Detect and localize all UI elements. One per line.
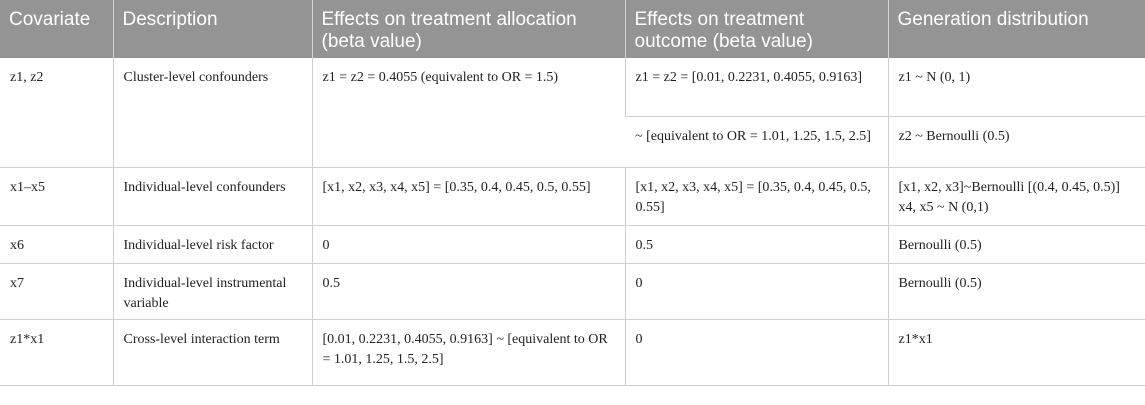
header-outcome-effects: Effects on treatment outcome (beta value…: [624, 0, 888, 58]
cell-distribution: z2 ~ Bernoulli (0.5): [887, 115, 1145, 167]
cell-distribution: z1 ~ N (0, 1): [887, 58, 1145, 116]
header-generation-distribution: Generation distribution: [887, 0, 1145, 58]
cell-covariate: z1*x1: [0, 318, 113, 386]
cell-distribution: Bernoulli (0.5): [887, 262, 1145, 319]
cell-covariate: x7: [0, 262, 113, 319]
cell-description: Individual-level instrumental variable: [112, 262, 312, 319]
table-row: z1, z2 Cluster-level confounders z1 = z2…: [0, 58, 1145, 167]
cell-allocation: [x1, x2, x3, x4, x5] = [0.35, 0.4, 0.45,…: [311, 166, 625, 225]
cell-outcome: 0: [624, 318, 888, 386]
table-body: z1, z2 Cluster-level confounders z1 = z2…: [0, 58, 1145, 386]
table-row: x1–x5 Individual-level confounders [x1, …: [0, 166, 1145, 225]
header-allocation-effects: Effects on treatment allocation (beta va…: [311, 0, 625, 58]
cell-distribution: Bernoulli (0.5): [887, 224, 1145, 263]
cell-description: Cluster-level confounders: [112, 58, 312, 167]
table-row: ~ [equivalent to OR = 1.01, 1.25, 1.5, 2…: [0, 115, 1145, 167]
covariates-table: Covariate Description Effects on treatme…: [0, 0, 1145, 386]
table-header: Covariate Description Effects on treatme…: [0, 0, 1145, 58]
header-description: Description: [112, 0, 312, 58]
cell-allocation: 0: [311, 224, 625, 263]
cell-allocation: [0.01, 0.2231, 0.4055, 0.9163] ~ [equiva…: [311, 318, 625, 386]
header-covariate: Covariate: [0, 0, 113, 58]
cell-outcome: ~ [equivalent to OR = 1.01, 1.25, 1.5, 2…: [625, 115, 888, 167]
cell-covariate: x1–x5: [0, 166, 113, 225]
cell-allocation: z1 = z2 = 0.4055 (equivalent to OR = 1.5…: [311, 58, 625, 167]
header-row: Covariate Description Effects on treatme…: [0, 0, 1145, 58]
table-row: z1*x1 Cross-level interaction term [0.01…: [0, 318, 1145, 386]
cell-outcome: 0: [624, 262, 888, 319]
cell-description: Individual-level confounders: [112, 166, 312, 225]
cell-distribution: z1*x1: [887, 318, 1145, 386]
cell-distribution: [x1, x2, x3]~Bernoulli [(0.4, 0.45, 0.5)…: [887, 166, 1145, 225]
cell-outcome: z1 = z2 = [0.01, 0.2231, 0.4055, 0.9163]: [624, 58, 888, 116]
cell-description: Individual-level risk factor: [112, 224, 312, 263]
table-row: x7 Individual-level instrumental variabl…: [0, 262, 1145, 319]
cell-description: Cross-level interaction term: [112, 318, 312, 386]
cell-covariate: z1, z2: [10, 70, 44, 85]
cell-outcome: [x1, x2, x3, x4, x5] = [0.35, 0.4, 0.45,…: [624, 166, 888, 225]
cell-outcome: 0.5: [624, 224, 888, 263]
table-row: x6 Individual-level risk factor 0 0.5 Be…: [0, 224, 1145, 263]
cell-covariate: x6: [0, 224, 113, 263]
cell-allocation: 0.5: [311, 262, 625, 319]
